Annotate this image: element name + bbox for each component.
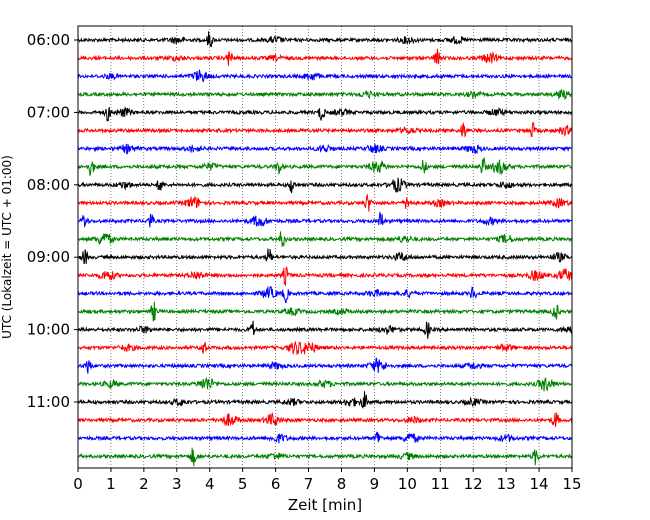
trace-line <box>77 431 573 444</box>
x-tick-label: 9 <box>370 475 380 493</box>
trace-line <box>77 340 573 355</box>
trace-line <box>77 211 573 228</box>
y-tick-label: 08:00 <box>27 176 70 194</box>
trace-line <box>77 177 573 194</box>
x-tick-label: 4 <box>205 475 215 493</box>
x-tick-label: 12 <box>464 475 483 493</box>
y-axis-ticks: 06:00 07:00 08:00 09:00 10:00 11:00 <box>27 31 78 411</box>
trace-line <box>77 48 573 66</box>
trace-line <box>77 301 573 322</box>
trace-line <box>77 69 573 83</box>
x-tick-label: 10 <box>398 475 417 493</box>
x-tick-label: 7 <box>304 475 314 493</box>
trace-line <box>77 320 573 339</box>
trace-line <box>77 357 573 374</box>
x-tick-label: 6 <box>271 475 281 493</box>
x-tick-label: 0 <box>73 475 83 493</box>
x-tick-label: 1 <box>106 475 116 493</box>
trace-line <box>77 106 573 122</box>
trace-line <box>77 231 573 247</box>
x-tick-label: 14 <box>530 475 549 493</box>
trace-line <box>77 391 573 409</box>
trace-line <box>77 121 573 138</box>
x-axis-ticks: 0 1 2 3 4 5 6 7 8 9 10 11 12 13 14 15 <box>73 468 582 493</box>
x-tick-label: 5 <box>238 475 248 493</box>
y-tick-label: 09:00 <box>27 248 70 266</box>
y-axis-label: UTC (Lokalzeit = UTC + 01:00) <box>0 155 14 339</box>
y-tick-label: 06:00 <box>27 31 70 49</box>
x-tick-label: 2 <box>139 475 149 493</box>
x-axis-label: Zeit [min] <box>288 496 362 514</box>
x-tick-label: 11 <box>431 475 450 493</box>
trace-line <box>77 248 573 265</box>
trace-line <box>77 376 573 392</box>
seismic-traces <box>77 31 573 467</box>
trace-line <box>77 143 573 155</box>
trace-line <box>77 194 573 212</box>
x-tick-label: 15 <box>562 475 581 493</box>
trace-line <box>77 31 573 48</box>
trace-line <box>77 285 573 304</box>
trace-line <box>77 266 573 286</box>
y-tick-label: 10:00 <box>27 321 70 339</box>
plot-frame <box>77 25 573 469</box>
y-tick-label: 11:00 <box>27 393 70 411</box>
x-tick-label: 13 <box>497 475 516 493</box>
x-tick-label: 3 <box>172 475 182 493</box>
trace-line <box>77 88 573 101</box>
trace-line <box>77 447 573 467</box>
trace-line <box>77 156 573 176</box>
x-tick-label: 8 <box>337 475 347 493</box>
y-tick-label: 07:00 <box>27 103 70 121</box>
trace-line <box>77 411 573 427</box>
